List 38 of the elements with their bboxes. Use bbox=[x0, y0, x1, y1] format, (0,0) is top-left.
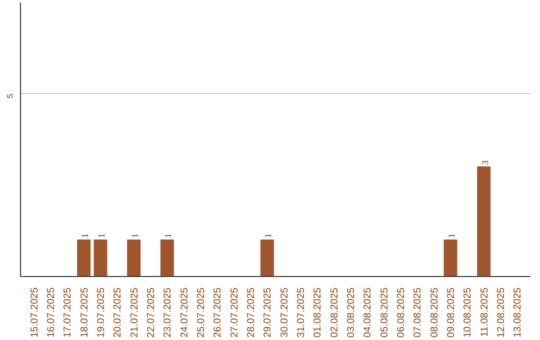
x-tick-label: 16.07.2025 bbox=[46, 287, 57, 338]
x-tick-label: 19.07.2025 bbox=[96, 287, 107, 338]
x-tick-label: 27.07.2025 bbox=[229, 287, 240, 338]
x-tick-label: 29.07.2025 bbox=[262, 287, 274, 338]
x-tick-label: 25.07.2025 bbox=[196, 287, 207, 338]
x-tick-label: 15.07.2025 bbox=[29, 287, 40, 338]
x-tick-label: 20.07.2025 bbox=[112, 287, 124, 338]
x-tick-label: 30.07.2025 bbox=[279, 287, 290, 338]
data-label: 1 bbox=[130, 233, 140, 238]
x-tick-label: 21.07.2025 bbox=[129, 287, 140, 338]
x-tick-label: 12.08.2025 bbox=[496, 287, 507, 338]
x-tick-label: 22.07.2025 bbox=[146, 287, 157, 338]
y-tick-label: 5 bbox=[6, 93, 14, 98]
x-tick-label: 26.07.2025 bbox=[212, 287, 224, 338]
x-tick-label: 08.08.2025 bbox=[429, 287, 440, 338]
data-label: 1 bbox=[96, 233, 106, 238]
x-tick-label: 01.08.2025 bbox=[312, 287, 324, 338]
x-tick-label: 04.08.2025 bbox=[362, 287, 374, 338]
data-label: 1 bbox=[163, 233, 174, 238]
x-tick-label: 13.08.2025 bbox=[512, 287, 524, 338]
data-label: 3 bbox=[480, 160, 490, 165]
data-label: 1 bbox=[80, 233, 90, 238]
x-tick-label: 03.08.2025 bbox=[346, 287, 357, 338]
x-tick-label: 06.08.2025 bbox=[396, 287, 407, 338]
x-tick-label: 05.08.2025 bbox=[379, 287, 390, 338]
x-tick-label: 17.07.2025 bbox=[62, 287, 74, 338]
x-tick-label: 18.07.2025 bbox=[79, 287, 90, 338]
data-label: 1 bbox=[446, 233, 456, 238]
x-tick-label: 09.08.2025 bbox=[446, 287, 457, 338]
x-tick-label: 28.07.2025 bbox=[246, 287, 257, 338]
x-tick-label: 31.07.2025 bbox=[296, 287, 307, 338]
x-tick-label: 10.08.2025 bbox=[462, 287, 474, 338]
x-tick-label: 11.08.2025 bbox=[479, 287, 490, 337]
x-tick-label: 23.07.2025 bbox=[162, 287, 174, 338]
data-label: 1 bbox=[263, 233, 274, 238]
x-tick-label: 24.07.2025 bbox=[179, 287, 190, 338]
x-tick-label: 07.08.2025 bbox=[412, 287, 424, 338]
x-tick-label: 02.08.2025 bbox=[329, 287, 340, 338]
